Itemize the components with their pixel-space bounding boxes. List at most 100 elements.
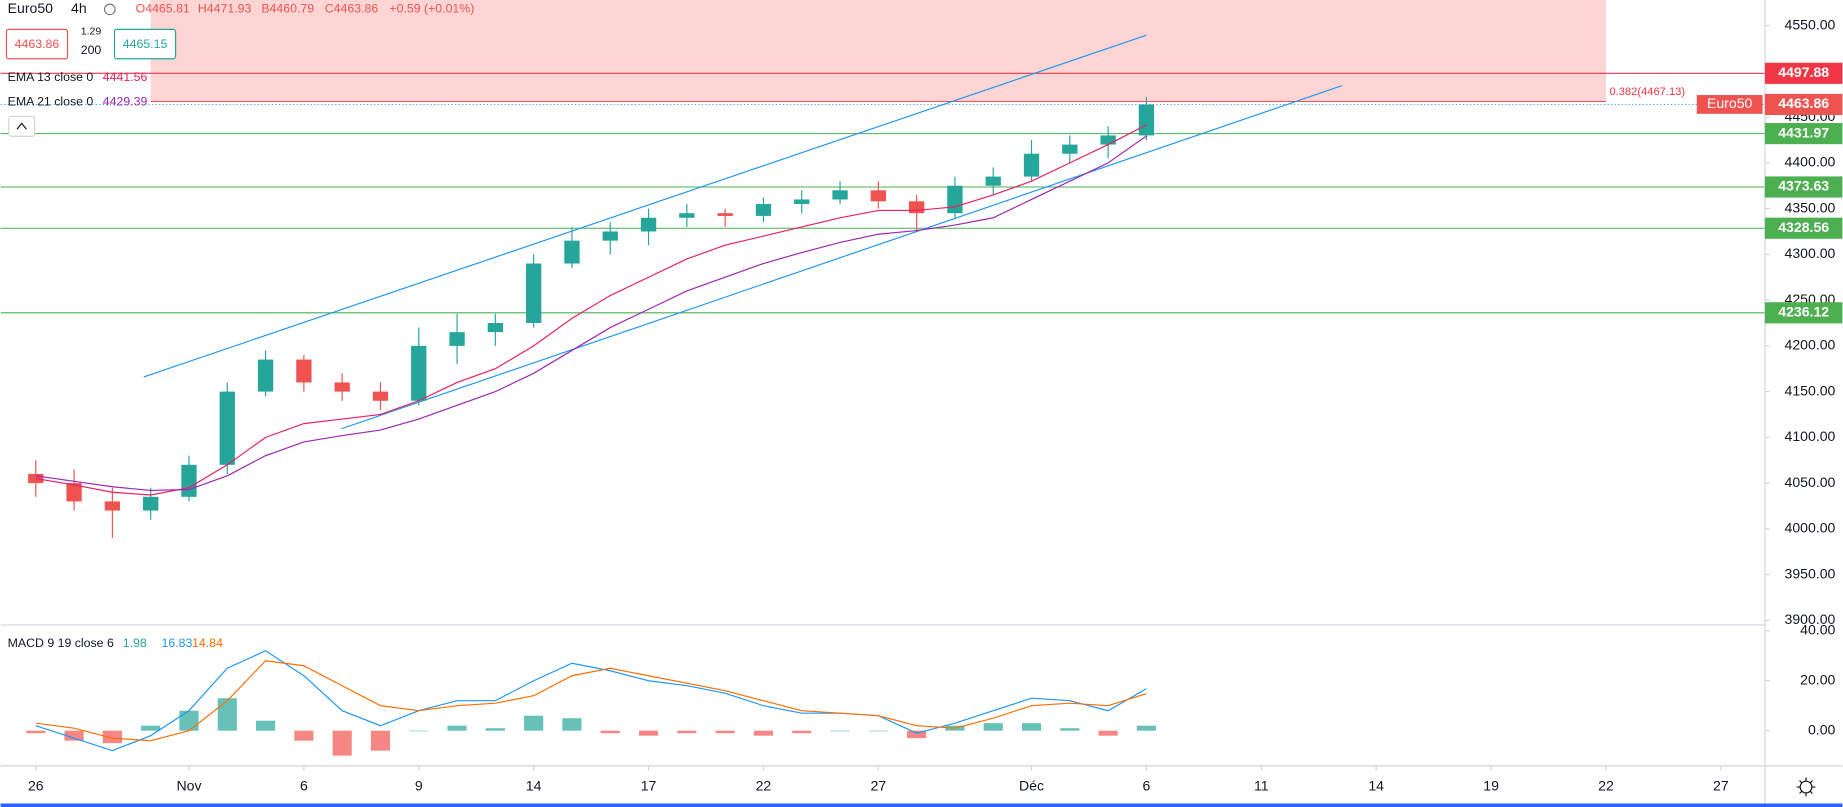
level-tag-bg xyxy=(1764,176,1843,198)
histogram-bar xyxy=(102,730,122,744)
candle-body xyxy=(755,204,772,216)
candle-body xyxy=(640,217,657,232)
x-tick-label: 14 xyxy=(526,778,542,794)
histogram-bar xyxy=(830,730,850,732)
histogram-bar xyxy=(600,730,620,734)
ema-13-value: 4441.56 xyxy=(103,70,148,84)
ema-13-name: EMA 13 close 0 xyxy=(8,70,94,84)
bid[interactable]: 4463.86 xyxy=(15,37,60,51)
x-tick-label: Déc xyxy=(1019,778,1044,794)
ema-line xyxy=(35,135,1147,492)
level-tag-bg xyxy=(1764,62,1843,84)
histogram-bar xyxy=(715,730,735,734)
histogram-bar xyxy=(26,730,46,734)
histogram-bar xyxy=(792,730,812,734)
candle-body xyxy=(1062,144,1078,154)
high: H4471.93 xyxy=(198,2,252,16)
x-tick-label: 19 xyxy=(1483,778,1499,794)
close: C4463.86 xyxy=(325,2,379,16)
histogram-bar xyxy=(64,730,84,741)
histogram-bar xyxy=(409,730,429,732)
level-tag: 4373.63 xyxy=(1778,178,1829,194)
y-tick-label: 4550.00 xyxy=(1785,16,1836,32)
macd-name: MACD 9 19 close 6 xyxy=(8,636,114,650)
candle-body xyxy=(411,345,427,401)
signal-value: 14.84 xyxy=(192,636,223,650)
macd-y-tick-label: 0.00 xyxy=(1808,721,1836,737)
sell-button[interactable] xyxy=(5,28,69,60)
settings-icon[interactable] xyxy=(1796,777,1816,797)
y-tick-label: 4300.00 xyxy=(1785,245,1836,261)
x-tick-label: 22 xyxy=(756,778,772,794)
candle-body xyxy=(449,332,465,346)
collapse-button[interactable] xyxy=(8,115,36,137)
size: 200 xyxy=(81,43,102,57)
level-tag: 4431.97 xyxy=(1778,124,1829,140)
last-price-tag: 4463.86 xyxy=(1778,95,1829,111)
candle-body xyxy=(525,263,542,323)
histogram-bar xyxy=(447,725,467,731)
level-tag: 4497.88 xyxy=(1778,64,1829,80)
trendline xyxy=(143,34,1147,378)
ema-line xyxy=(35,124,1147,496)
fib-zone xyxy=(150,0,1606,102)
histogram-bar xyxy=(1060,728,1080,731)
histogram-bar xyxy=(370,730,391,751)
gear-teeth xyxy=(1796,777,1816,797)
histogram-bar xyxy=(255,720,276,731)
candle-body xyxy=(870,190,886,202)
collapse-icon xyxy=(16,122,27,130)
histogram-bar xyxy=(907,730,927,739)
macd-hist-value: 1.98 xyxy=(123,636,147,650)
x-tick-label: Nov xyxy=(176,778,201,794)
level-tag: 4328.56 xyxy=(1778,219,1829,235)
candle-body xyxy=(334,382,350,392)
fib-label: 0.382(4467.13) xyxy=(1610,86,1686,98)
histogram-bar xyxy=(179,710,199,731)
buy-button[interactable] xyxy=(113,28,177,60)
y-tick-label: 4350.00 xyxy=(1785,199,1836,215)
histogram-bar xyxy=(141,725,161,731)
symbol-tag: Euro50 xyxy=(1707,95,1753,111)
macd-y-tick-label: 40.00 xyxy=(1800,622,1835,638)
candle-body xyxy=(257,359,274,392)
histogram-bar xyxy=(1098,730,1118,736)
candle-body xyxy=(372,391,389,401)
histogram-bar xyxy=(677,730,697,734)
legend: Euro50 4h O4465.81 H4471.93 B4460.79 C44… xyxy=(5,0,474,650)
level-tag-bg xyxy=(1764,217,1843,239)
x-tick-label: 14 xyxy=(1368,778,1384,794)
candle-body xyxy=(1100,135,1116,145)
histogram-bar xyxy=(562,718,582,731)
histogram-bar xyxy=(1021,723,1042,731)
macd-value: 16.83 xyxy=(161,636,192,650)
histogram-bar xyxy=(524,715,544,731)
candle-body xyxy=(832,190,848,200)
last-price-tag-bg xyxy=(1764,93,1843,116)
histogram-bar xyxy=(217,698,237,731)
candle-body xyxy=(564,240,580,264)
y-tick-label: 4100.00 xyxy=(1785,428,1836,444)
histogram-bar xyxy=(753,730,774,736)
candle-body xyxy=(1138,104,1155,136)
y-tick-label: 4000.00 xyxy=(1785,520,1836,536)
status-icon xyxy=(103,3,116,16)
trendline xyxy=(341,85,1342,430)
symbol-tag-bg xyxy=(1696,95,1763,114)
spread: 1.29 xyxy=(81,26,102,38)
ema-21-value: 4429.39 xyxy=(103,94,148,108)
change: +0.59 (+0.01%) xyxy=(389,2,474,16)
candle-body xyxy=(66,483,82,502)
macd-line xyxy=(35,650,1147,752)
bottom-bar xyxy=(0,803,1843,807)
open: O4465.81 xyxy=(136,2,190,16)
ask[interactable]: 4465.15 xyxy=(123,37,168,51)
level-tag-bg xyxy=(1764,302,1843,324)
candle-body xyxy=(1023,153,1040,177)
y-tick-label: 4050.00 xyxy=(1785,474,1836,490)
x-tick-label: 17 xyxy=(641,778,657,794)
candle-body xyxy=(296,359,312,383)
candle-body xyxy=(985,176,1001,186)
candle-body xyxy=(717,213,733,216)
